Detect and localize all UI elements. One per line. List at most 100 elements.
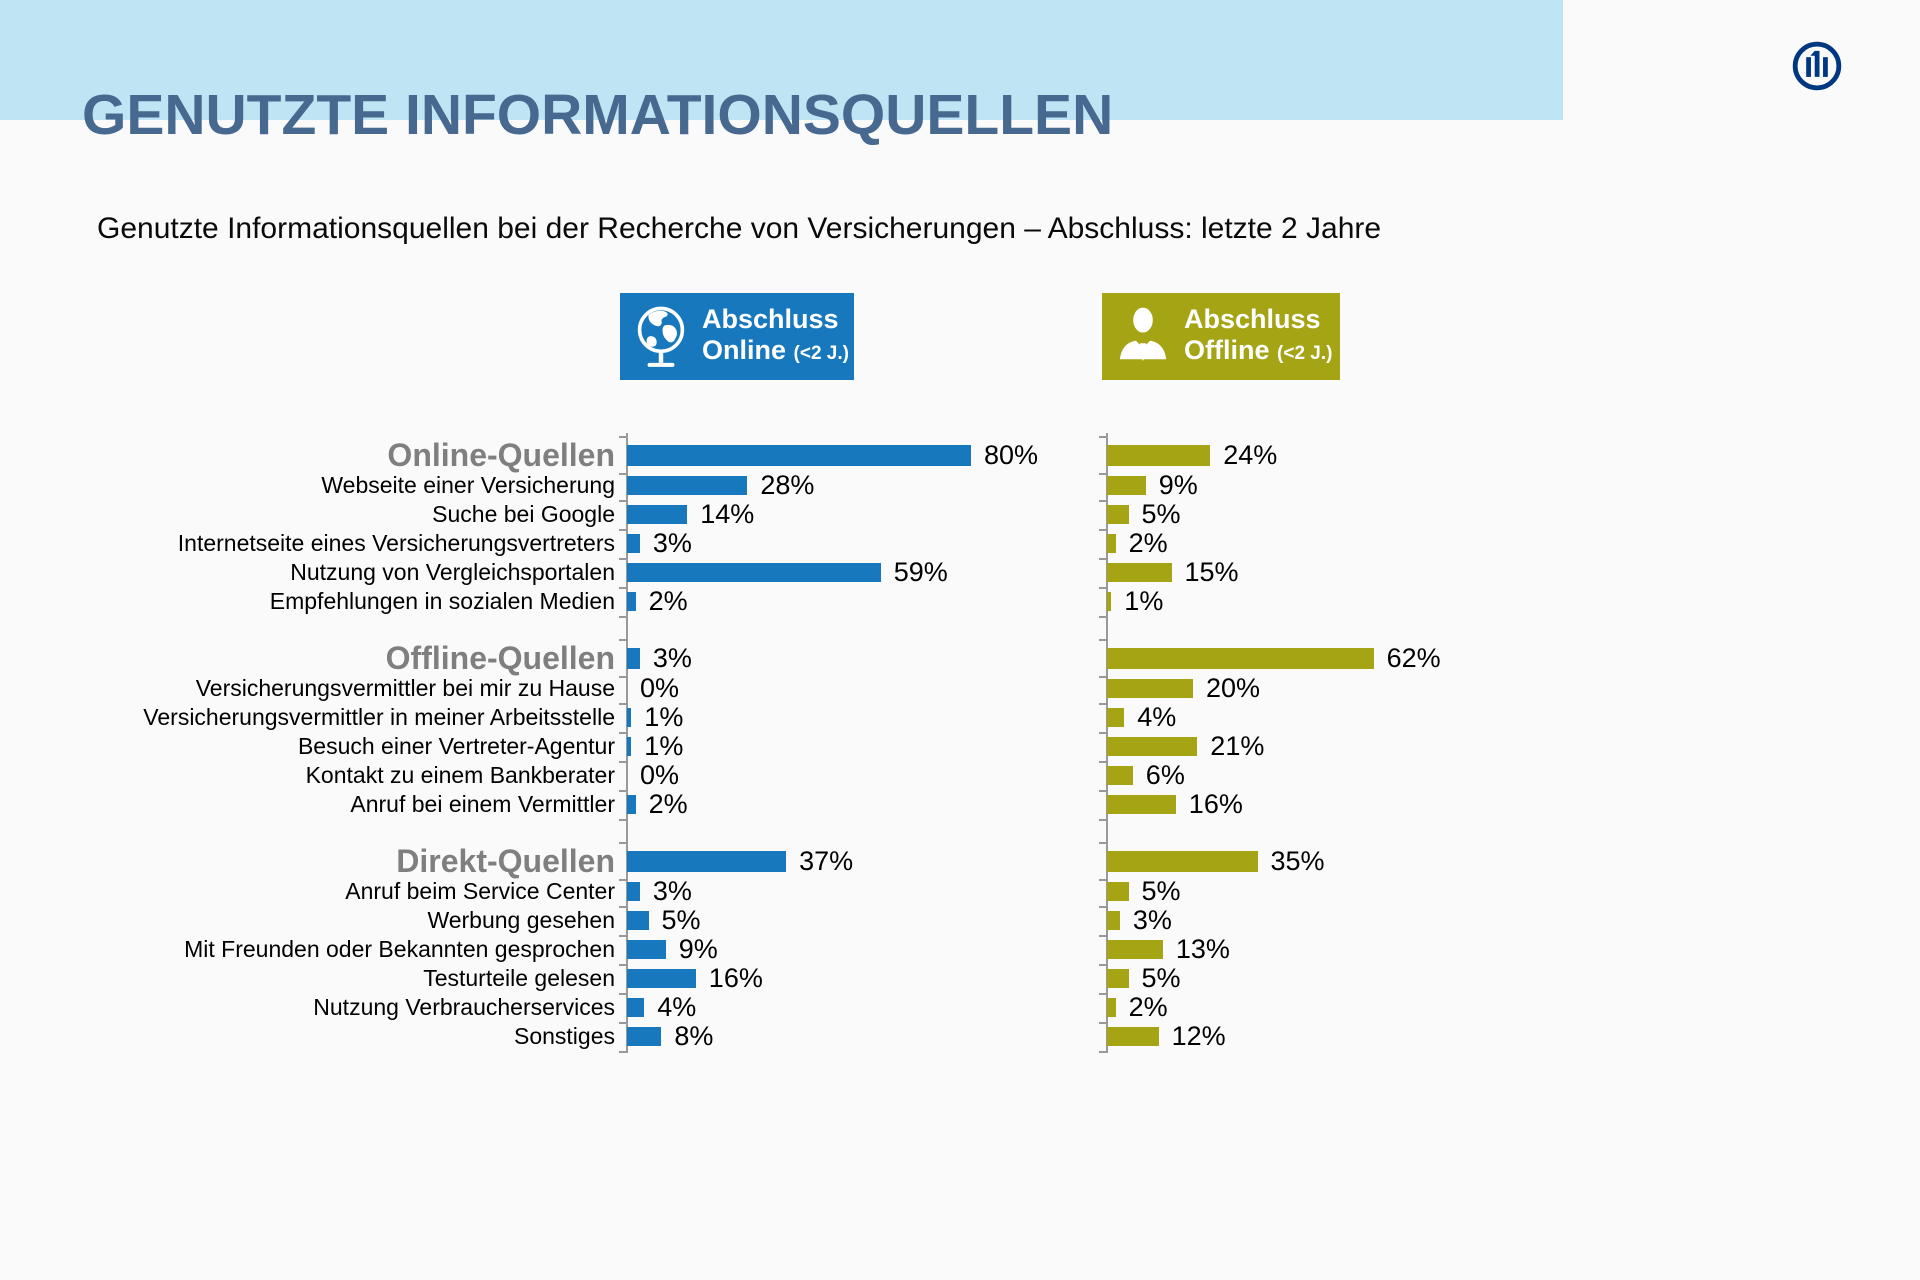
offline-value: 3%: [1132, 905, 1172, 935]
online-bar: [627, 969, 696, 988]
offline-value: 16%: [1188, 789, 1243, 819]
globe-icon: [637, 306, 685, 367]
online-value: 2%: [648, 789, 688, 819]
online-value: 1%: [644, 702, 684, 732]
offline-value: 15%: [1184, 557, 1239, 587]
online-value: 8%: [674, 1021, 714, 1051]
category-label: Anruf bei einem Vermittler: [350, 791, 615, 817]
group-header-label: Direkt-Quellen: [396, 843, 615, 879]
online-bar-cell: 4%: [619, 992, 1107, 1024]
offline-value: 9%: [1158, 470, 1198, 500]
legend-badge-offline: Abschluss Offline (<2 J.): [1102, 293, 1340, 380]
online-bar: [627, 998, 645, 1017]
offline-bar-cell: 21%: [1099, 731, 1920, 763]
offline-bar-cell: 15%: [1099, 557, 1920, 589]
offline-bar: [1107, 851, 1258, 872]
offline-bar: [1107, 476, 1146, 495]
chart-row: Webseite einer Versicherung 28% 9%: [0, 470, 1920, 502]
chart-row: Nutzung von Vergleichsportalen 59% 15%: [0, 557, 1920, 589]
category-label: Sonstiges: [513, 1023, 615, 1049]
offline-bar: [1107, 592, 1112, 611]
online-bar-cell: 0%: [619, 760, 1107, 792]
online-bar: [627, 1027, 662, 1046]
offline-bar-cell: 5%: [1099, 499, 1920, 531]
online-bar: [627, 505, 688, 524]
online-value: 80%: [984, 440, 1039, 470]
online-bar-cell: 3%: [619, 528, 1107, 560]
online-bar: [627, 476, 748, 495]
online-value: 3%: [652, 528, 692, 558]
group-header-row: Offline-Quellen 3% 62%: [0, 639, 1920, 678]
category-label: Internetseite eines Versicherungsvertret…: [177, 530, 615, 556]
legend-badge-online: Abschluss Online (<2 J.): [620, 293, 854, 380]
online-bar: [627, 737, 632, 756]
offline-bar-cell: 20%: [1099, 673, 1920, 705]
offline-value: 5%: [1141, 963, 1181, 993]
online-value: 37%: [799, 846, 854, 876]
legend-offline-text: Abschluss Offline (<2 J.): [1184, 304, 1332, 369]
page-title: GENUTZTE INFORMATIONSQUELLEN: [82, 83, 1114, 147]
chart-group: Direkt-Quellen 37% 35% Anruf beim Service C…: [0, 842, 1920, 1053]
offline-bar-cell: 6%: [1099, 760, 1920, 792]
offline-bar-cell: 62%: [1099, 639, 1920, 678]
offline-value: 5%: [1141, 499, 1181, 529]
online-value: 3%: [652, 876, 692, 906]
online-bar: [627, 592, 636, 611]
offline-bar-cell: 1%: [1099, 586, 1920, 618]
online-bar-cell: 28%: [619, 470, 1107, 502]
offline-bar: [1107, 969, 1129, 988]
category-label: Mit Freunden oder Bekannten gesprochen: [184, 936, 615, 962]
offline-value: 2%: [1128, 528, 1168, 558]
offline-value: 62%: [1386, 643, 1441, 673]
category-label: Versicherungsvermittler bei mir zu Hause: [195, 675, 615, 701]
offline-bar-cell: 5%: [1099, 963, 1920, 995]
chart-row: Besuch einer Vertreter-Agentur 1% 21%: [0, 731, 1920, 763]
offline-bar: [1107, 648, 1374, 669]
chart-row: Mit Freunden oder Bekannten gesprochen 9%…: [0, 934, 1920, 966]
offline-bar-cell: 12%: [1099, 1021, 1920, 1053]
offline-bar-cell: 2%: [1099, 528, 1920, 560]
offline-bar: [1107, 563, 1172, 582]
category-label: Besuch einer Vertreter-Agentur: [297, 733, 615, 759]
offline-bar: [1107, 766, 1133, 785]
offline-value: 20%: [1206, 673, 1261, 703]
online-value: 14%: [700, 499, 755, 529]
chart-row: Kontakt zu einem Bankberater 0% 6%: [0, 760, 1920, 792]
chart-row: Testurteile gelesen 16% 5%: [0, 963, 1920, 995]
allianz-logo: [1792, 41, 1842, 91]
online-bar: [627, 445, 971, 466]
legend-online-line1: Abschluss: [702, 304, 839, 334]
online-bar: [627, 563, 881, 582]
online-bar-cell: 37%: [619, 842, 1107, 881]
category-label: Nutzung von Vergleichsportalen: [290, 559, 615, 585]
offline-value: 2%: [1128, 992, 1168, 1022]
category-label: Testurteile gelesen: [423, 965, 615, 991]
chart-row: Versicherungsvermittler in meiner Arbeit…: [0, 702, 1920, 734]
online-bar-cell: 80%: [619, 436, 1107, 475]
category-label: Versicherungsvermittler in meiner Arbeit…: [143, 704, 615, 730]
category-label: Anruf beim Service Center: [345, 878, 615, 904]
online-value: 16%: [708, 963, 763, 993]
category-label: Nutzung Verbraucherservices: [313, 994, 615, 1020]
chart-row: Nutzung Verbraucherservices 4% 2%: [0, 992, 1920, 1024]
legend-offline-line1: Abschluss: [1184, 304, 1321, 334]
online-bar: [627, 882, 640, 901]
offline-bar-cell: 9%: [1099, 470, 1920, 502]
category-label: Webseite einer Versicherung: [321, 472, 615, 498]
online-value: 9%: [678, 934, 718, 964]
online-bar-cell: 16%: [619, 963, 1107, 995]
offline-value: 35%: [1270, 846, 1325, 876]
online-bar: [627, 795, 636, 814]
legend-offline-line2: Offline (<2 J.): [1184, 335, 1333, 365]
online-bar-cell: 0%: [619, 673, 1107, 705]
online-bar: [627, 940, 666, 959]
legend-online-suffix: (<2 J.): [793, 343, 849, 364]
chart-row: Versicherungsvermittler bei mir zu Hause…: [0, 673, 1920, 705]
online-bar-cell: 9%: [619, 934, 1107, 966]
offline-bar-cell: 16%: [1099, 789, 1920, 821]
offline-bar: [1107, 505, 1129, 524]
offline-bar-cell: 3%: [1099, 905, 1920, 937]
offline-bar: [1107, 940, 1163, 959]
offline-value: 1%: [1124, 586, 1164, 616]
